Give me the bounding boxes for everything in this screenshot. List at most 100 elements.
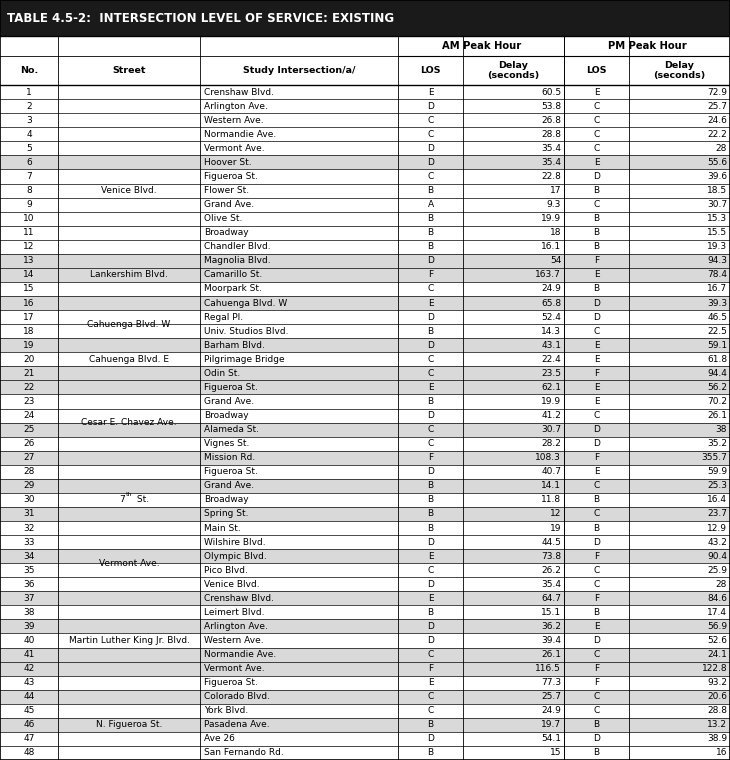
Bar — [0, 0, 730, 36]
Text: F: F — [594, 552, 599, 561]
Text: 28: 28 — [715, 580, 727, 589]
Text: B: B — [428, 720, 434, 730]
Text: F: F — [594, 369, 599, 378]
Text: 59.1: 59.1 — [707, 340, 727, 350]
Text: PM Peak Hour: PM Peak Hour — [607, 41, 686, 52]
Text: 62.1: 62.1 — [541, 383, 561, 392]
Text: 3: 3 — [26, 116, 32, 125]
Text: 2: 2 — [26, 102, 32, 111]
Text: B: B — [428, 186, 434, 195]
Text: 26: 26 — [23, 439, 35, 448]
Text: Delay
(seconds): Delay (seconds) — [653, 61, 705, 81]
Bar — [0, 451, 730, 465]
Text: D: D — [593, 312, 600, 321]
Text: B: B — [593, 228, 599, 237]
Text: 54: 54 — [550, 256, 561, 265]
Text: 25.3: 25.3 — [707, 481, 727, 490]
Text: 94.4: 94.4 — [707, 369, 727, 378]
Bar — [0, 690, 730, 704]
Bar — [0, 648, 730, 661]
Text: 27: 27 — [23, 453, 35, 462]
Text: Normandie Ave.: Normandie Ave. — [204, 130, 277, 139]
Text: 13.2: 13.2 — [707, 720, 727, 730]
Text: 35.4: 35.4 — [541, 580, 561, 589]
Text: E: E — [593, 340, 599, 350]
Text: F: F — [594, 678, 599, 687]
Text: 26.1: 26.1 — [707, 411, 727, 420]
Text: 24.9: 24.9 — [542, 706, 561, 715]
Text: 19.9: 19.9 — [541, 214, 561, 223]
Text: 28.8: 28.8 — [541, 130, 561, 139]
Bar — [0, 676, 730, 690]
Text: 12: 12 — [550, 509, 561, 518]
Text: F: F — [428, 664, 433, 673]
Text: 42: 42 — [23, 664, 35, 673]
Text: Pasadena Ave.: Pasadena Ave. — [204, 720, 270, 730]
Text: Grand Ave.: Grand Ave. — [204, 481, 255, 490]
Text: 22.4: 22.4 — [542, 355, 561, 364]
Bar — [0, 578, 730, 591]
Text: LOS: LOS — [420, 66, 441, 75]
Text: E: E — [593, 355, 599, 364]
Text: Wilshire Blvd.: Wilshire Blvd. — [204, 537, 266, 546]
Text: 43.2: 43.2 — [707, 537, 727, 546]
Text: 163.7: 163.7 — [535, 271, 561, 280]
Text: 84.6: 84.6 — [707, 594, 727, 603]
Text: 12: 12 — [23, 242, 35, 252]
Text: 14.1: 14.1 — [541, 481, 561, 490]
Bar — [0, 436, 730, 451]
Text: 18.5: 18.5 — [707, 186, 727, 195]
Text: Arlington Ave.: Arlington Ave. — [204, 622, 268, 631]
Text: B: B — [428, 524, 434, 533]
Text: 10: 10 — [23, 214, 35, 223]
Text: C: C — [593, 200, 599, 209]
Bar — [0, 704, 730, 717]
Text: 15.1: 15.1 — [541, 608, 561, 617]
Bar — [0, 732, 730, 746]
Text: C: C — [593, 692, 599, 701]
Text: 78.4: 78.4 — [707, 271, 727, 280]
Text: Flower St.: Flower St. — [204, 186, 250, 195]
Bar — [0, 310, 730, 325]
Text: C: C — [593, 580, 599, 589]
Text: C: C — [428, 425, 434, 434]
Text: 48: 48 — [23, 749, 35, 758]
Text: C: C — [428, 650, 434, 659]
Bar — [0, 156, 730, 169]
Text: 40.7: 40.7 — [541, 467, 561, 477]
Text: Olympic Blvd.: Olympic Blvd. — [204, 552, 267, 561]
Text: 24: 24 — [23, 411, 35, 420]
Bar — [0, 338, 730, 353]
Bar — [0, 128, 730, 141]
Text: 46.5: 46.5 — [707, 312, 727, 321]
Text: 9: 9 — [26, 200, 32, 209]
Text: 44.5: 44.5 — [542, 537, 561, 546]
Bar — [0, 381, 730, 394]
Bar — [0, 296, 730, 310]
Bar — [0, 549, 730, 563]
Text: 19.3: 19.3 — [707, 242, 727, 252]
Text: 23.7: 23.7 — [707, 509, 727, 518]
Text: Lankershim Blvd.: Lankershim Blvd. — [90, 271, 168, 280]
Text: C: C — [428, 355, 434, 364]
Text: 19: 19 — [23, 340, 35, 350]
Bar — [0, 394, 730, 409]
Text: Western Ave.: Western Ave. — [204, 116, 264, 125]
Text: 14.3: 14.3 — [541, 327, 561, 336]
Text: B: B — [428, 496, 434, 505]
Text: B: B — [593, 749, 599, 758]
Text: 16.1: 16.1 — [541, 242, 561, 252]
Text: 26.8: 26.8 — [541, 116, 561, 125]
Text: Colorado Blvd.: Colorado Blvd. — [204, 692, 270, 701]
Text: 55.6: 55.6 — [707, 158, 727, 167]
Text: 25.7: 25.7 — [707, 102, 727, 111]
Text: Figueroa St.: Figueroa St. — [204, 172, 258, 181]
Text: D: D — [593, 636, 600, 645]
Text: 46: 46 — [23, 720, 35, 730]
Text: B: B — [428, 214, 434, 223]
Text: E: E — [593, 622, 599, 631]
Text: 43: 43 — [23, 678, 35, 687]
Text: F: F — [594, 594, 599, 603]
Text: 26.1: 26.1 — [541, 650, 561, 659]
Text: 18: 18 — [23, 327, 35, 336]
